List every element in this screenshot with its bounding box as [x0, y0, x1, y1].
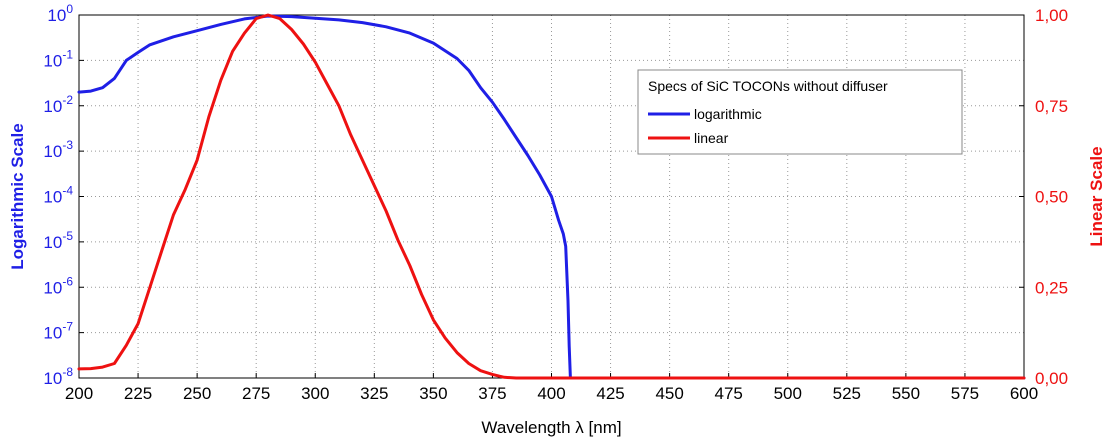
- y-right-tick-label: 0,50: [1035, 188, 1068, 207]
- chart-series: [77, 13, 1026, 380]
- x-tick-label: 475: [715, 384, 743, 403]
- x-tick-label: 275: [242, 384, 270, 403]
- series-line-logarithmic: [77, 14, 1026, 380]
- y-right-tick-label: 0,75: [1035, 97, 1068, 116]
- legend-label-linear: linear: [694, 130, 729, 146]
- x-axis-title: Wavelength λ [nm]: [481, 418, 621, 437]
- x-tick-label: 425: [596, 384, 624, 403]
- y-left-tick-label: 10-7: [43, 320, 73, 343]
- legend: Specs of SiC TOCONs without diffuser log…: [637, 69, 963, 155]
- y-left-tick-label: 10-1: [43, 47, 73, 70]
- x-tick-label: 350: [419, 384, 447, 403]
- y-left-tick-label: 10-2: [43, 93, 73, 116]
- y-right-tick-label: 0,00: [1035, 369, 1068, 388]
- x-axis-ticks: 200 225 250 275 300 325 350 375 400 425 450 475 500 5…: [65, 373, 1038, 403]
- y-right-axis-ticks: 1,00 0,75 0,50 0,25 0,00: [1019, 6, 1068, 388]
- x-tick-label: 525: [833, 384, 861, 403]
- x-tick-label: 325: [360, 384, 388, 403]
- legend-label-logarithmic: logarithmic: [694, 106, 762, 122]
- y-right-tick-label: 0,25: [1035, 278, 1068, 297]
- legend-title: Specs of SiC TOCONs without diffuser: [648, 78, 888, 94]
- x-tick-label: 500: [774, 384, 802, 403]
- x-tick-label: 450: [655, 384, 683, 403]
- x-tick-label: 400: [537, 384, 565, 403]
- y-left-axis-ticks: 100 10-1 10-2 10-3 10-4 10-5 10-6 10-7 10-8: [43, 2, 84, 388]
- y-left-axis-title: Logarithmic Scale: [8, 123, 27, 269]
- y-right-tick-label: 1,00: [1035, 6, 1068, 25]
- legend-box: [637, 69, 963, 155]
- series-line-linear: [77, 13, 1026, 380]
- x-tick-label: 250: [183, 384, 211, 403]
- y-left-tick-label: 10-3: [43, 138, 73, 161]
- x-tick-label: 200: [65, 384, 93, 403]
- y-left-tick-label: 10-8: [43, 365, 73, 388]
- x-tick-label: 225: [124, 384, 152, 403]
- y-left-tick-label: 100: [47, 2, 73, 25]
- x-tick-label: 575: [951, 384, 979, 403]
- x-tick-label: 600: [1010, 384, 1038, 403]
- x-tick-label: 550: [892, 384, 920, 403]
- x-tick-label: 375: [478, 384, 506, 403]
- y-left-tick-label: 10-6: [43, 274, 73, 297]
- y-right-axis-title: Linear Scale: [1087, 146, 1106, 246]
- y-left-tick-label: 10-4: [43, 184, 73, 207]
- x-tick-label: 300: [301, 384, 329, 403]
- y-left-tick-label: 10-5: [43, 229, 73, 252]
